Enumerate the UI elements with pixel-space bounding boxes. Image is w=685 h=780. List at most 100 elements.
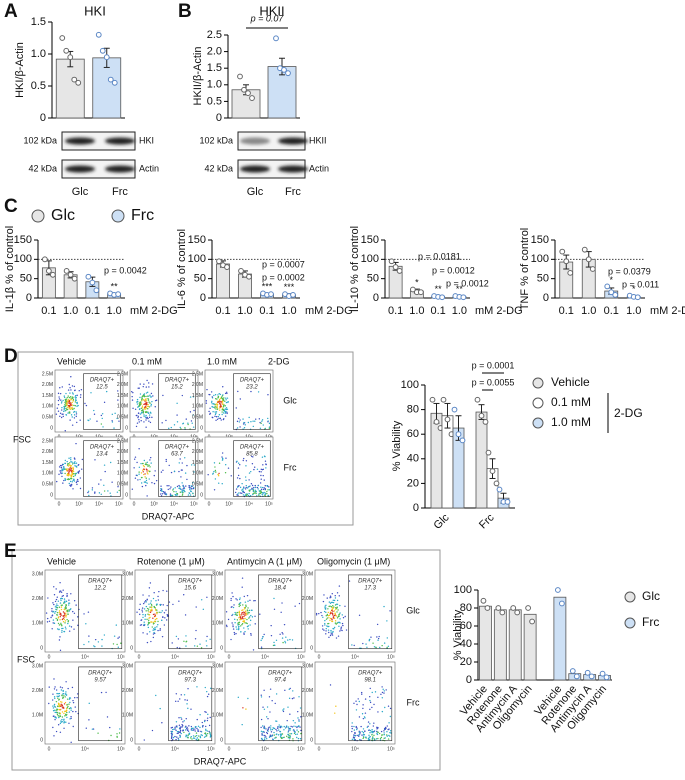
flow-event	[178, 717, 180, 719]
flow-event	[181, 394, 184, 397]
flow-event	[63, 602, 65, 604]
data-point	[63, 47, 70, 54]
flow-event	[77, 404, 79, 407]
flow-event	[62, 621, 65, 623]
flow-event	[162, 589, 164, 592]
flow-row-label: Frc	[284, 462, 297, 472]
flow-event	[243, 595, 245, 598]
flow-event	[52, 619, 55, 621]
flow-event	[217, 394, 219, 396]
flow-event	[69, 718, 71, 720]
y-tick-label: 60	[460, 620, 472, 632]
flow-event	[298, 719, 300, 721]
flow-event	[151, 416, 153, 419]
flow-event	[239, 463, 241, 466]
flow-event	[87, 491, 89, 494]
flow-event	[64, 713, 67, 716]
flow-event	[79, 419, 81, 421]
flow-event	[287, 639, 289, 641]
flow-event	[101, 417, 103, 420]
flow-event	[272, 738, 274, 741]
flow-event	[136, 611, 138, 613]
flow-event	[148, 416, 151, 419]
flow-event	[213, 470, 215, 473]
flow-event	[290, 725, 292, 728]
gate-value: 23.2	[245, 384, 258, 390]
flow-event	[185, 635, 187, 637]
flow-event	[241, 609, 243, 612]
flow-event	[175, 729, 177, 732]
flow-event	[258, 494, 260, 497]
flow-event	[145, 403, 147, 406]
flow-event	[273, 641, 275, 644]
flow-event	[259, 490, 262, 492]
flow-event	[70, 465, 73, 467]
flow-event	[176, 725, 178, 727]
flow-event	[375, 738, 378, 740]
flow-event	[70, 457, 72, 459]
flow-event	[60, 703, 62, 705]
flow-event	[146, 618, 148, 621]
flow-event	[204, 710, 206, 713]
flow-event	[117, 485, 119, 488]
flow-event	[216, 403, 219, 406]
flow-event	[147, 621, 150, 623]
flow-event	[247, 600, 249, 602]
flow-event	[105, 691, 107, 694]
gate-label: DRAQ7+	[178, 670, 203, 676]
flow-event	[250, 609, 253, 612]
x-tick-label: 1.0	[409, 305, 424, 317]
flow-event	[66, 460, 68, 463]
flow-event	[276, 730, 278, 732]
flow-event	[146, 472, 148, 474]
data-point	[216, 258, 222, 265]
flow-event	[369, 696, 371, 698]
data-point	[608, 289, 615, 296]
flow-event	[376, 733, 379, 736]
flow-event	[378, 732, 381, 735]
flow-y-tick: 2.0M	[302, 596, 313, 602]
flow-x-tick: 0	[48, 746, 51, 752]
flow-event	[258, 490, 260, 492]
flow-event	[69, 404, 72, 406]
flow-event	[73, 478, 75, 480]
flow-event	[192, 729, 195, 731]
flow-event	[146, 607, 149, 610]
flow-event	[226, 408, 229, 411]
flow-event	[241, 586, 243, 588]
flow-event	[292, 738, 294, 740]
flow-event	[185, 725, 187, 728]
flow-event	[244, 630, 246, 633]
flow-event	[148, 622, 150, 625]
y-tick-label: 2.0	[207, 46, 222, 58]
y-axis-label: IL-6 % of control	[176, 229, 188, 309]
flow-event	[145, 392, 148, 394]
flow-event	[57, 693, 59, 695]
x-tick-label: 0.1	[559, 305, 574, 317]
flow-event	[70, 475, 72, 478]
flow-event	[149, 456, 152, 459]
flow-event	[56, 480, 58, 483]
flow-event	[278, 724, 280, 726]
flow-x-tick: 10⁵	[297, 746, 305, 752]
flow-event	[69, 480, 72, 483]
y-tick-label: 0.5	[31, 80, 46, 92]
flow-event	[221, 456, 223, 458]
flow-event	[58, 396, 60, 398]
flow-event	[137, 479, 139, 481]
flow-event	[56, 711, 59, 714]
flow-event	[261, 493, 263, 496]
flow-y-tick: 2.5M	[42, 438, 53, 444]
flow-gate	[348, 666, 393, 742]
flow-event	[55, 700, 58, 703]
flow-event	[53, 603, 55, 606]
flow-event	[374, 739, 376, 741]
flow-event	[160, 471, 163, 473]
flow-event	[68, 408, 70, 410]
flow-event	[155, 603, 158, 606]
x-tick-label: 0.1	[604, 305, 619, 317]
flow-event	[171, 726, 174, 729]
flow-event	[237, 628, 240, 631]
flow-y-tick: 0	[310, 737, 313, 743]
